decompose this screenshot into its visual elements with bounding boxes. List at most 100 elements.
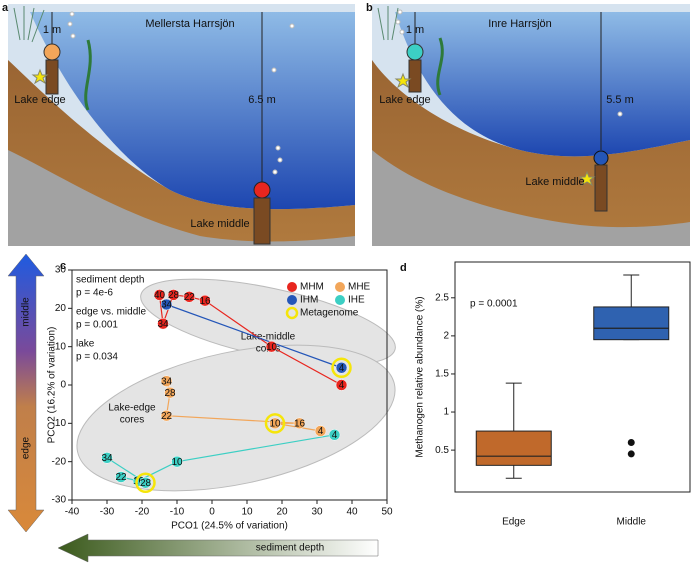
y-axis-label: Methanogen relative abundance (%) (415, 296, 426, 457)
legend-swatch (335, 282, 345, 292)
y-tick-label: 10 (55, 341, 67, 352)
x-tick-label: -10 (170, 507, 185, 518)
group-label: Lake-edge (108, 403, 156, 414)
x-tick-label: -20 (135, 507, 150, 518)
x-tick-label: -30 (100, 507, 115, 518)
outlier (627, 450, 635, 458)
sampling-site (593, 150, 609, 166)
y-tick-label: 0 (60, 380, 66, 391)
point-label: 22 (184, 292, 196, 303)
core (594, 164, 608, 212)
water (30, 12, 355, 210)
panel-label: a (2, 2, 9, 14)
water (395, 12, 690, 157)
legend-label: MHE (348, 282, 371, 293)
metagenome-ring (135, 472, 156, 493)
annotation: edge vs. middle (76, 307, 146, 318)
annotation: p = 4e-6 (76, 288, 113, 299)
x-tick-label: Edge (502, 517, 526, 528)
point-label: 16 (133, 476, 145, 487)
bubbles (67, 11, 295, 175)
bubbles (395, 9, 623, 117)
legend-swatch (287, 295, 297, 305)
depth-arrow (7, 253, 45, 533)
annotation: lake (76, 339, 95, 350)
reeds (377, 6, 399, 41)
group-label: cores (120, 415, 144, 426)
legend-swatch (287, 282, 297, 292)
point-label: 34 (161, 376, 173, 387)
y-tick-label: 30 (55, 265, 67, 276)
point (314, 425, 327, 437)
point-label: 34 (157, 319, 169, 330)
box (593, 306, 670, 341)
depth-label: 1 m (406, 24, 424, 36)
star (394, 72, 412, 89)
y-tick-label: 1 (443, 407, 449, 418)
star (31, 68, 49, 85)
annotation: p = 0.034 (76, 352, 118, 363)
point (160, 298, 173, 311)
legend-label: MHM (300, 282, 324, 293)
point (160, 375, 173, 387)
y-tick-label: 20 (55, 303, 67, 314)
site-label: Lake edge (379, 94, 430, 106)
point (199, 294, 211, 307)
point-label: 4 (318, 426, 324, 437)
plant (84, 39, 92, 111)
panel-label: d (400, 262, 407, 274)
core (45, 59, 59, 95)
metagenome-ring (331, 357, 352, 378)
x-tick-label: 10 (241, 507, 253, 518)
series-line (166, 303, 342, 369)
annotation: p = 0.0001 (470, 299, 518, 310)
y-tick-label: -30 (52, 495, 67, 506)
x-tick-label: -40 (65, 507, 80, 518)
group-ellipse (76, 344, 396, 492)
point-label: 34 (161, 300, 173, 311)
sediment-arrow (57, 533, 379, 563)
point-label: 34 (101, 453, 113, 464)
site-label: Lake middle (525, 176, 584, 188)
point (335, 362, 348, 374)
point-label: 10 (266, 342, 278, 353)
y-tick-label: -20 (52, 456, 67, 467)
point-label: 16 (199, 296, 211, 307)
plot-frame (454, 261, 691, 493)
depth-label: 1 m (43, 24, 61, 36)
y-tick-label: 2 (443, 331, 449, 342)
point (269, 417, 281, 430)
arrow-label: middle (21, 297, 32, 327)
metagenome-ring (264, 413, 286, 434)
point-label: 22 (115, 472, 127, 483)
depth-label: 6.5 m (248, 94, 276, 106)
x-tick-label: 50 (381, 507, 393, 518)
point-label: 40 (154, 290, 166, 301)
legend-label: IHE (348, 295, 365, 306)
legend-label: Metagenome (300, 308, 359, 319)
lake-title: Mellersta Harrsjön (145, 18, 234, 30)
point-label: 28 (164, 388, 176, 399)
x-tick-label: 20 (276, 507, 288, 518)
site-label: Lake middle (190, 218, 249, 230)
panel-label: b (366, 2, 373, 14)
x-axis-label: PCO1 (24.5% of variation) (171, 521, 288, 532)
arrow-label: edge (21, 436, 32, 459)
x-tick-label: 0 (209, 507, 215, 518)
point (157, 317, 169, 330)
y-tick-label: 2.5 (435, 292, 449, 303)
outlier (627, 438, 635, 446)
legend-swatch (335, 295, 345, 305)
point-label: 16 (294, 418, 306, 429)
annotation: sediment depth (76, 275, 144, 286)
y-tick-label: -10 (52, 418, 67, 429)
sampling-site (406, 43, 424, 61)
point (164, 386, 176, 399)
x-tick-label: 40 (346, 507, 358, 518)
x-tick-label: 30 (311, 507, 323, 518)
sampling-site (253, 181, 271, 199)
legend-label: IHM (300, 295, 318, 306)
point (293, 417, 306, 430)
sampling-site (43, 43, 61, 61)
